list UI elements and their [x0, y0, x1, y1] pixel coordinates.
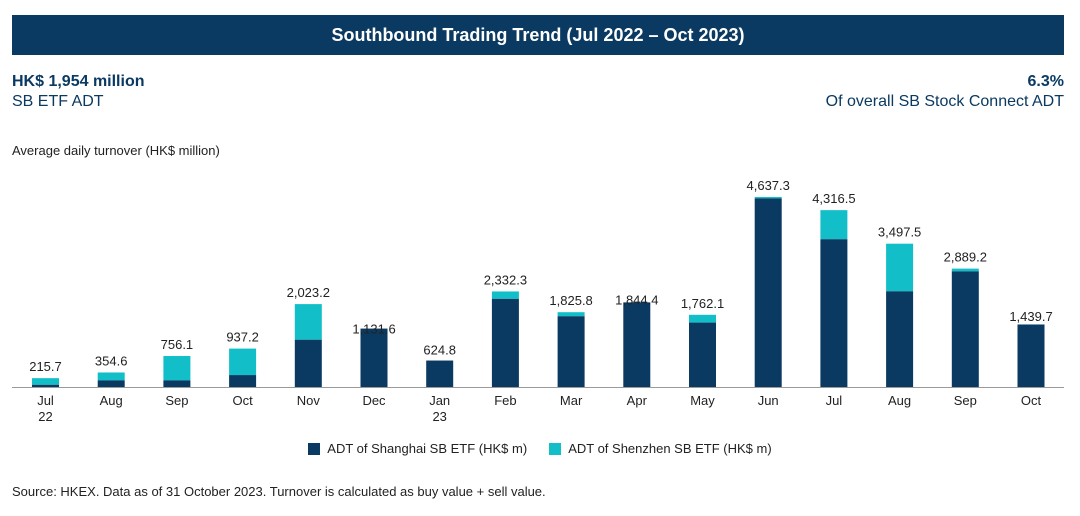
x-tick-label: Jul [37, 393, 54, 408]
x-tick-label: Oct [1021, 393, 1042, 408]
bar-shenzhen [886, 243, 914, 292]
bar-shanghai [557, 316, 585, 387]
x-tick-label: Jul [826, 393, 843, 408]
chart-title-banner: Southbound Trading Trend (Jul 2022 – Oct… [12, 15, 1064, 55]
bar-total-label: 1,439.7 [1009, 309, 1052, 324]
bar-shenzhen [557, 312, 585, 317]
bar-total-label: 2,889.2 [944, 250, 987, 265]
bar-total-label: 2,023.2 [287, 285, 330, 300]
kpi-share-of-sb: 6.3% Of overall SB Stock Connect ADT [826, 72, 1064, 112]
kpi-share-value: 6.3% [1027, 73, 1064, 90]
x-tick-label: Aug [888, 393, 911, 408]
bar-total-label: 2,332.3 [484, 272, 527, 287]
bar-shenzhen [32, 378, 59, 385]
legend-swatch-shenzhen [549, 442, 562, 455]
bar-total-label: 1,825.8 [549, 293, 592, 308]
kpi-share-label: Of overall SB Stock Connect ADT [825, 93, 1064, 110]
x-tick-label: Dec [362, 393, 386, 408]
bar-shanghai [32, 384, 59, 387]
x-tick-label: 22 [38, 409, 52, 424]
bar-shenzhen [820, 210, 848, 240]
bar-shenzhen [229, 348, 257, 376]
bar-shanghai [951, 271, 979, 387]
x-tick-label: Apr [627, 393, 648, 408]
x-tick-label: Feb [494, 393, 516, 408]
x-tick-label: 23 [432, 409, 446, 424]
x-tick-label: Jun [758, 393, 779, 408]
bar-shenzhen [491, 291, 519, 299]
y-axis-title: Average daily turnover (HK$ million) [12, 143, 220, 158]
x-tick-label: May [690, 393, 715, 408]
x-tick-label: Oct [232, 393, 253, 408]
x-tick-label: Sep [954, 393, 977, 408]
legend-label-shanghai: ADT of Shanghai SB ETF (HK$ m) [327, 441, 528, 456]
bar-shenzhen [163, 356, 191, 381]
bar-shanghai [360, 328, 388, 387]
bar-shanghai [163, 380, 191, 387]
x-tick-label: Jan [429, 393, 450, 408]
x-tick-label: Nov [297, 393, 321, 408]
bar-total-label: 624.8 [423, 342, 456, 357]
x-tick-label: Mar [560, 393, 583, 408]
bar-shanghai [229, 375, 257, 387]
bar-total-label: 3,497.5 [878, 225, 921, 240]
chart-legend: ADT of Shanghai SB ETF (HK$ m) ADT of Sh… [0, 441, 1080, 456]
bar-shenzhen [97, 372, 125, 381]
bar-total-label: 1,131.6 [352, 322, 395, 337]
bar-total-label: 4,637.3 [747, 178, 790, 193]
bar-shanghai [491, 298, 519, 387]
kpi-etf-adt: HK$ 1,954 million SB ETF ADT [12, 72, 145, 112]
bar-shanghai [623, 302, 651, 387]
source-note: Source: HKEX. Data as of 31 October 2023… [12, 484, 546, 499]
kpi-etf-adt-label: SB ETF ADT [12, 93, 104, 110]
legend-label-shenzhen: ADT of Shenzhen SB ETF (HK$ m) [568, 441, 772, 456]
bar-shenzhen [294, 304, 322, 340]
bar-shanghai [754, 198, 782, 387]
bar-total-label: 1,762.1 [681, 296, 724, 311]
bar-shenzhen [754, 197, 782, 199]
legend-item-shenzhen: ADT of Shenzhen SB ETF (HK$ m) [549, 441, 772, 456]
bar-shanghai [886, 291, 914, 387]
kpi-etf-adt-value: HK$ 1,954 million [12, 73, 145, 90]
bar-shenzhen [689, 314, 716, 323]
bar-shanghai [1017, 324, 1045, 387]
x-tick-label: Sep [165, 393, 188, 408]
bar-total-label: 354.6 [95, 353, 128, 368]
legend-item-shanghai: ADT of Shanghai SB ETF (HK$ m) [308, 441, 527, 456]
bar-shanghai [294, 339, 322, 387]
bar-total-label: 937.2 [226, 330, 259, 345]
bar-shanghai [820, 239, 848, 387]
bar-shanghai [97, 380, 125, 387]
bar-total-label: 1,844.4 [615, 292, 658, 307]
chart-title: Southbound Trading Trend (Jul 2022 – Oct… [331, 24, 745, 45]
bar-shanghai [426, 360, 454, 387]
stacked-bar-chart: 215.7Jul22354.6Aug756.1Sep937.2Oct2,023.… [12, 178, 1064, 424]
bar-total-label: 4,316.5 [812, 191, 855, 206]
bar-shenzhen [951, 268, 979, 272]
bar-total-label: 215.7 [29, 359, 62, 374]
x-tick-label: Aug [100, 393, 123, 408]
bar-shanghai [689, 322, 716, 387]
legend-swatch-shanghai [308, 442, 321, 455]
bar-total-label: 756.1 [161, 337, 194, 352]
